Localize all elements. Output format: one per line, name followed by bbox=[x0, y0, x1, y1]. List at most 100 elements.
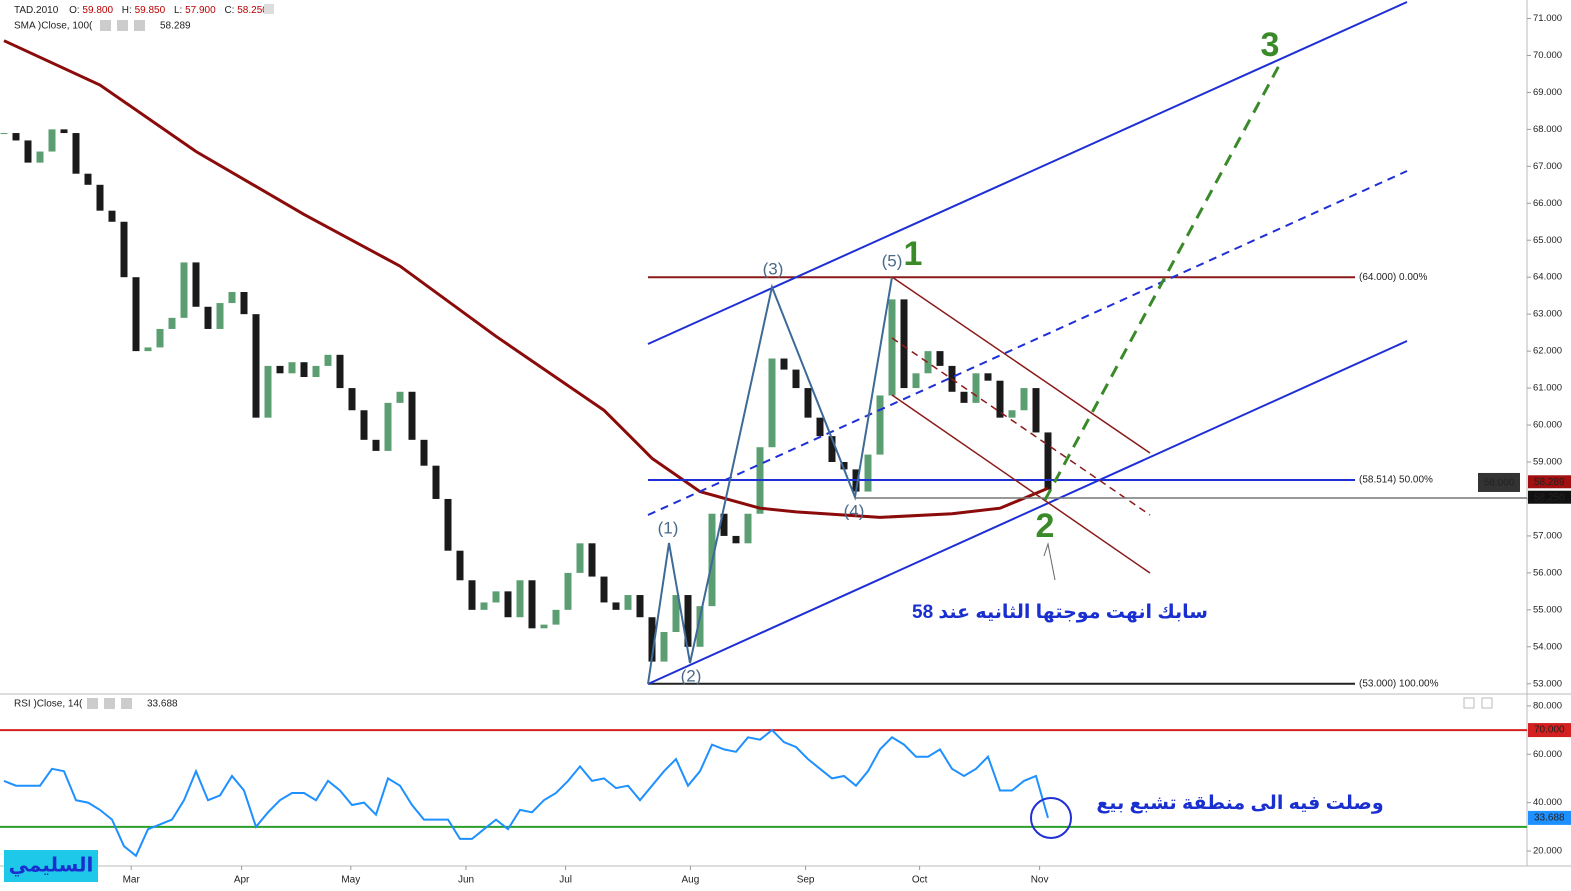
candle bbox=[192, 262, 200, 307]
settings-icon[interactable] bbox=[100, 20, 111, 31]
candle bbox=[348, 388, 356, 411]
candle bbox=[924, 351, 932, 374]
candle bbox=[156, 328, 164, 348]
settings-icon[interactable] bbox=[104, 698, 115, 709]
candle bbox=[876, 395, 884, 455]
x-tick-label: Oct bbox=[912, 875, 928, 886]
candle bbox=[516, 580, 524, 618]
candle bbox=[336, 354, 344, 389]
candle bbox=[960, 391, 968, 403]
candle bbox=[420, 439, 428, 466]
ohlc-key: H: bbox=[122, 5, 132, 16]
candle bbox=[564, 572, 572, 610]
candle bbox=[1008, 410, 1016, 418]
candle bbox=[828, 436, 836, 462]
candle bbox=[540, 624, 548, 629]
candle bbox=[276, 365, 284, 374]
candle bbox=[48, 129, 56, 152]
candle bbox=[972, 373, 980, 403]
level-marker bbox=[1528, 723, 1571, 738]
ohlc-key: L: bbox=[174, 5, 182, 16]
candle bbox=[660, 632, 668, 662]
candle bbox=[864, 454, 872, 492]
y-tick-label: 80.000 bbox=[1533, 700, 1562, 711]
candle bbox=[204, 306, 212, 329]
header-icon[interactable] bbox=[264, 4, 274, 14]
sma-label: SMA )Close, 100( bbox=[14, 21, 93, 32]
channel-upper bbox=[647, 1, 1408, 345]
rsi-label: RSI )Close, 14( bbox=[14, 699, 83, 710]
candle bbox=[480, 602, 488, 610]
candle bbox=[72, 133, 80, 174]
candle bbox=[552, 609, 560, 625]
candle bbox=[1020, 388, 1028, 411]
rsi-note: وصلت فيه الى منطقة تشبع بيع bbox=[1096, 793, 1383, 814]
candle bbox=[636, 595, 644, 618]
candle bbox=[1044, 432, 1052, 490]
candle bbox=[528, 580, 536, 629]
candle bbox=[672, 595, 680, 633]
y-tick-label: 64.000 bbox=[1533, 272, 1562, 283]
fib-label: (64.000) 0.00% bbox=[1359, 272, 1427, 283]
level-label: 70.000 bbox=[1534, 725, 1565, 736]
down-channel-lower bbox=[891, 394, 1151, 574]
settings-icon[interactable] bbox=[87, 698, 98, 709]
cursor-label: 58.000 bbox=[1484, 478, 1515, 489]
price-marker bbox=[1528, 490, 1571, 504]
y-tick-label: 60.000 bbox=[1533, 420, 1562, 431]
candle bbox=[984, 373, 992, 381]
y-tick-label: 59.000 bbox=[1533, 457, 1562, 468]
channel-lower bbox=[647, 340, 1408, 685]
x-tick-label: Mar bbox=[123, 875, 141, 886]
y-tick-label: 61.000 bbox=[1533, 383, 1562, 394]
candle bbox=[300, 362, 308, 377]
y-tick-label: 71.000 bbox=[1533, 13, 1562, 24]
candle bbox=[720, 513, 728, 536]
ohlc-key: O: bbox=[69, 5, 80, 16]
oversold-circle bbox=[1030, 797, 1072, 839]
wave-label: (2) bbox=[681, 666, 702, 685]
sma-value: 58.289 bbox=[160, 21, 191, 32]
candle bbox=[444, 498, 452, 551]
candle bbox=[228, 291, 236, 304]
candle bbox=[1032, 388, 1040, 433]
ohlc-key: C: bbox=[224, 5, 234, 16]
close-icon[interactable] bbox=[121, 698, 132, 709]
price-marker bbox=[1528, 475, 1571, 489]
x-tick-label: May bbox=[341, 875, 360, 886]
candle bbox=[456, 550, 464, 581]
candle bbox=[384, 402, 392, 451]
candle bbox=[792, 369, 800, 389]
candle bbox=[252, 314, 260, 418]
panel-button[interactable] bbox=[1481, 697, 1493, 709]
candle bbox=[0, 133, 8, 135]
candle bbox=[696, 606, 704, 647]
candle bbox=[60, 129, 68, 134]
candle bbox=[684, 595, 692, 647]
candle bbox=[240, 291, 248, 315]
fib-label: (58.514) 50.00% bbox=[1359, 475, 1433, 486]
x-tick-label: Apr bbox=[234, 875, 250, 886]
ohlc-value: 58.250 bbox=[237, 5, 268, 16]
candle bbox=[900, 299, 908, 389]
y-tick-label: 62.000 bbox=[1533, 346, 1562, 357]
close-icon[interactable] bbox=[134, 20, 145, 31]
candle bbox=[648, 617, 656, 662]
settings-icon[interactable] bbox=[117, 20, 128, 31]
signature-bg bbox=[4, 850, 98, 882]
candle bbox=[780, 358, 788, 370]
candle bbox=[624, 595, 632, 610]
candle bbox=[408, 391, 416, 440]
x-tick-label: Jun bbox=[458, 875, 474, 886]
candle bbox=[600, 576, 608, 603]
y-tick-label: 63.000 bbox=[1533, 309, 1562, 320]
ohlc-value: 59.800 bbox=[82, 5, 113, 16]
candle bbox=[24, 140, 32, 163]
y-tick-label: 53.000 bbox=[1533, 678, 1562, 689]
panel-button[interactable] bbox=[1463, 697, 1475, 709]
wave-number: 3 bbox=[1261, 26, 1280, 64]
drawing-tools bbox=[647, 1, 1527, 839]
